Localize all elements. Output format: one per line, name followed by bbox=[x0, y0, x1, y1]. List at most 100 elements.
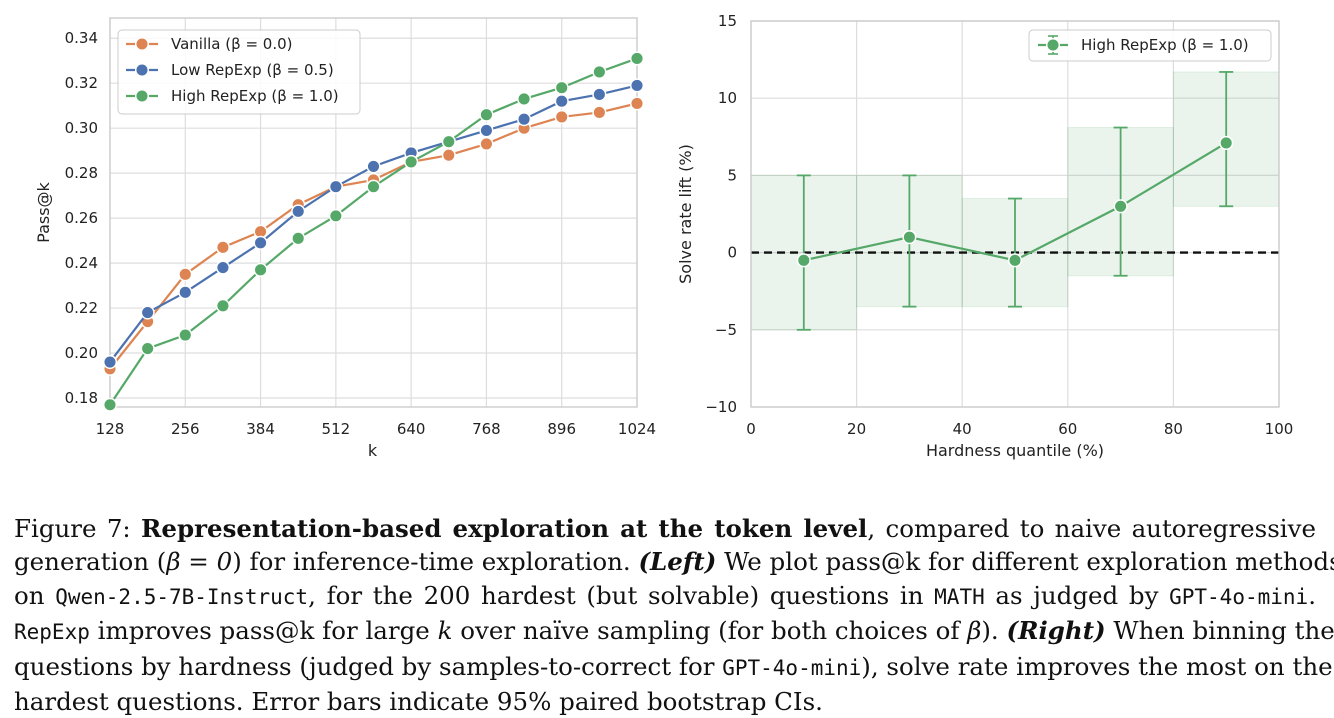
legend-label: High RepExp (β = 1.0) bbox=[171, 87, 339, 105]
y-tick-label: 0.32 bbox=[65, 74, 98, 92]
right-chart: 0 20 40 60 80 100 −10 −5 0 5 10 15 Hardness quantile… bbox=[676, 12, 1293, 460]
caption-math: β bbox=[967, 616, 982, 646]
series-line bbox=[109, 102, 638, 370]
x-tick-label: 40 bbox=[953, 420, 972, 438]
figure-caption: Figure 7: Representation-based explorati… bbox=[14, 512, 1334, 718]
y-tick-label: 0.20 bbox=[65, 344, 98, 362]
x-tick-label: 384 bbox=[246, 420, 275, 438]
caption-line: Figure 7: Representation-based explorati… bbox=[14, 512, 1316, 545]
legend-box bbox=[1028, 29, 1272, 62]
data-point bbox=[1113, 199, 1128, 214]
legend-label: Low RepExp (β = 0.5) bbox=[171, 61, 334, 79]
data-point bbox=[629, 51, 645, 66]
data-point bbox=[479, 107, 494, 122]
data-point bbox=[404, 154, 419, 169]
data-point bbox=[517, 112, 532, 127]
x-tick-label: 768 bbox=[472, 420, 501, 438]
y-tick-label: 0.30 bbox=[65, 119, 98, 137]
y-tick-label: −10 bbox=[705, 398, 737, 416]
x-tick-label: 0 bbox=[746, 420, 756, 438]
data-point bbox=[140, 305, 155, 320]
data-point bbox=[629, 78, 645, 93]
caption-line: on Qwen-2.5-7B-Instruct, for the 200 har… bbox=[14, 579, 1316, 614]
caption-math: k bbox=[437, 616, 453, 646]
x-tick-label: 60 bbox=[1058, 420, 1077, 438]
caption-text: on bbox=[14, 580, 56, 610]
data-point bbox=[629, 96, 645, 111]
y-tick-label: −5 bbox=[715, 321, 737, 339]
y-tick-label: 10 bbox=[718, 89, 737, 107]
data-point bbox=[592, 64, 607, 80]
legend-marker bbox=[134, 62, 150, 78]
data-point bbox=[517, 91, 532, 106]
data-point bbox=[178, 285, 193, 300]
legend: High RepExp (β = 1.0) bbox=[1028, 29, 1272, 62]
caption-text: hardest questions. Error bars indicate 9… bbox=[14, 687, 823, 717]
data-point bbox=[328, 179, 343, 194]
legend-label: Vanilla (β = 0.0) bbox=[171, 35, 293, 53]
y-tick-label: 0 bbox=[727, 244, 737, 262]
caption-title: Representation-based exploration at the … bbox=[141, 514, 868, 543]
data-point bbox=[554, 109, 569, 124]
legend-marker bbox=[1045, 37, 1061, 53]
data-point bbox=[1219, 135, 1234, 151]
data-point bbox=[140, 341, 155, 356]
x-tick-label: 80 bbox=[1164, 420, 1183, 438]
data-point bbox=[592, 105, 607, 120]
plot-frame bbox=[750, 20, 1280, 408]
caption-left-label: (Left) bbox=[638, 547, 717, 577]
data-point bbox=[592, 87, 607, 102]
caption-text: improves pass@k for large bbox=[89, 616, 438, 646]
caption-text: . bbox=[1308, 580, 1316, 610]
legend: Vanilla (β = 0.0) Low RepExp (β = 0.5) Hig… bbox=[117, 29, 361, 115]
x-tick-label: 1024 bbox=[618, 420, 656, 438]
data-point bbox=[479, 123, 494, 138]
caption-math: β = 0 bbox=[166, 547, 233, 577]
caption-judge-model: GPT-4o-mini bbox=[1169, 584, 1309, 609]
y-axis-label: Pass@k bbox=[34, 181, 53, 242]
data-point bbox=[441, 148, 456, 163]
caption-text: , compared to naive autoregressive bbox=[867, 514, 1316, 543]
caption-line: questions by hardness (judged by samples… bbox=[14, 650, 1333, 685]
x-axis-label: k bbox=[368, 441, 378, 460]
y-tick-label: 15 bbox=[718, 12, 737, 30]
data-point bbox=[1007, 253, 1023, 268]
legend-marker bbox=[134, 88, 150, 104]
figure-canvas: 128 256 384 512 640 768 896 1024 0.18 0.20 0.22 0.2… bbox=[34, 12, 1293, 460]
data-point bbox=[554, 94, 569, 109]
y-tick-label: 0.28 bbox=[65, 164, 98, 182]
data-point bbox=[215, 298, 230, 313]
data-point bbox=[253, 262, 268, 277]
data-point bbox=[102, 354, 118, 370]
data-point bbox=[291, 204, 306, 219]
y-tick-label: 5 bbox=[727, 166, 737, 184]
x-tick-label: 640 bbox=[397, 420, 426, 438]
x-tick-label: 896 bbox=[547, 420, 576, 438]
data-point bbox=[796, 253, 811, 268]
data-point bbox=[178, 267, 193, 282]
caption-text: ) for inference-time exploration. bbox=[232, 547, 639, 577]
data-point bbox=[441, 134, 456, 149]
figure: 128 256 384 512 640 768 896 1024 0.18 0.20 0.22 0.2… bbox=[34, 12, 1293, 460]
data-point bbox=[215, 260, 230, 275]
y-tick-label: 0.24 bbox=[65, 254, 98, 272]
x-tick-label: 512 bbox=[322, 420, 351, 438]
legend-marker bbox=[134, 36, 150, 52]
x-tick-label: 20 bbox=[847, 420, 866, 438]
y-axis-label: Solve rate lift (%) bbox=[676, 144, 695, 284]
data-point bbox=[554, 80, 569, 95]
caption-judge-model: GPT-4o-mini bbox=[722, 655, 862, 680]
y-tick-label: 0.34 bbox=[65, 29, 98, 47]
data-point bbox=[215, 240, 230, 255]
caption-text: , for the 200 hardest (but solvable) que… bbox=[308, 580, 935, 610]
caption-right-label: (Right) bbox=[1006, 616, 1106, 646]
caption-text: ), solve rate improves the most on the bbox=[861, 651, 1333, 681]
data-point bbox=[366, 179, 381, 194]
caption-model-name: Qwen-2.5-7B-Instruct bbox=[55, 584, 309, 609]
y-tick-label: 0.26 bbox=[65, 209, 98, 227]
x-tick-label: 128 bbox=[96, 420, 125, 438]
caption-dataset-name: MATH bbox=[934, 584, 985, 609]
data-point bbox=[178, 327, 193, 343]
caption-line: RepExp improves pass@k for large k over … bbox=[14, 614, 1334, 649]
plot-frame bbox=[109, 17, 638, 408]
